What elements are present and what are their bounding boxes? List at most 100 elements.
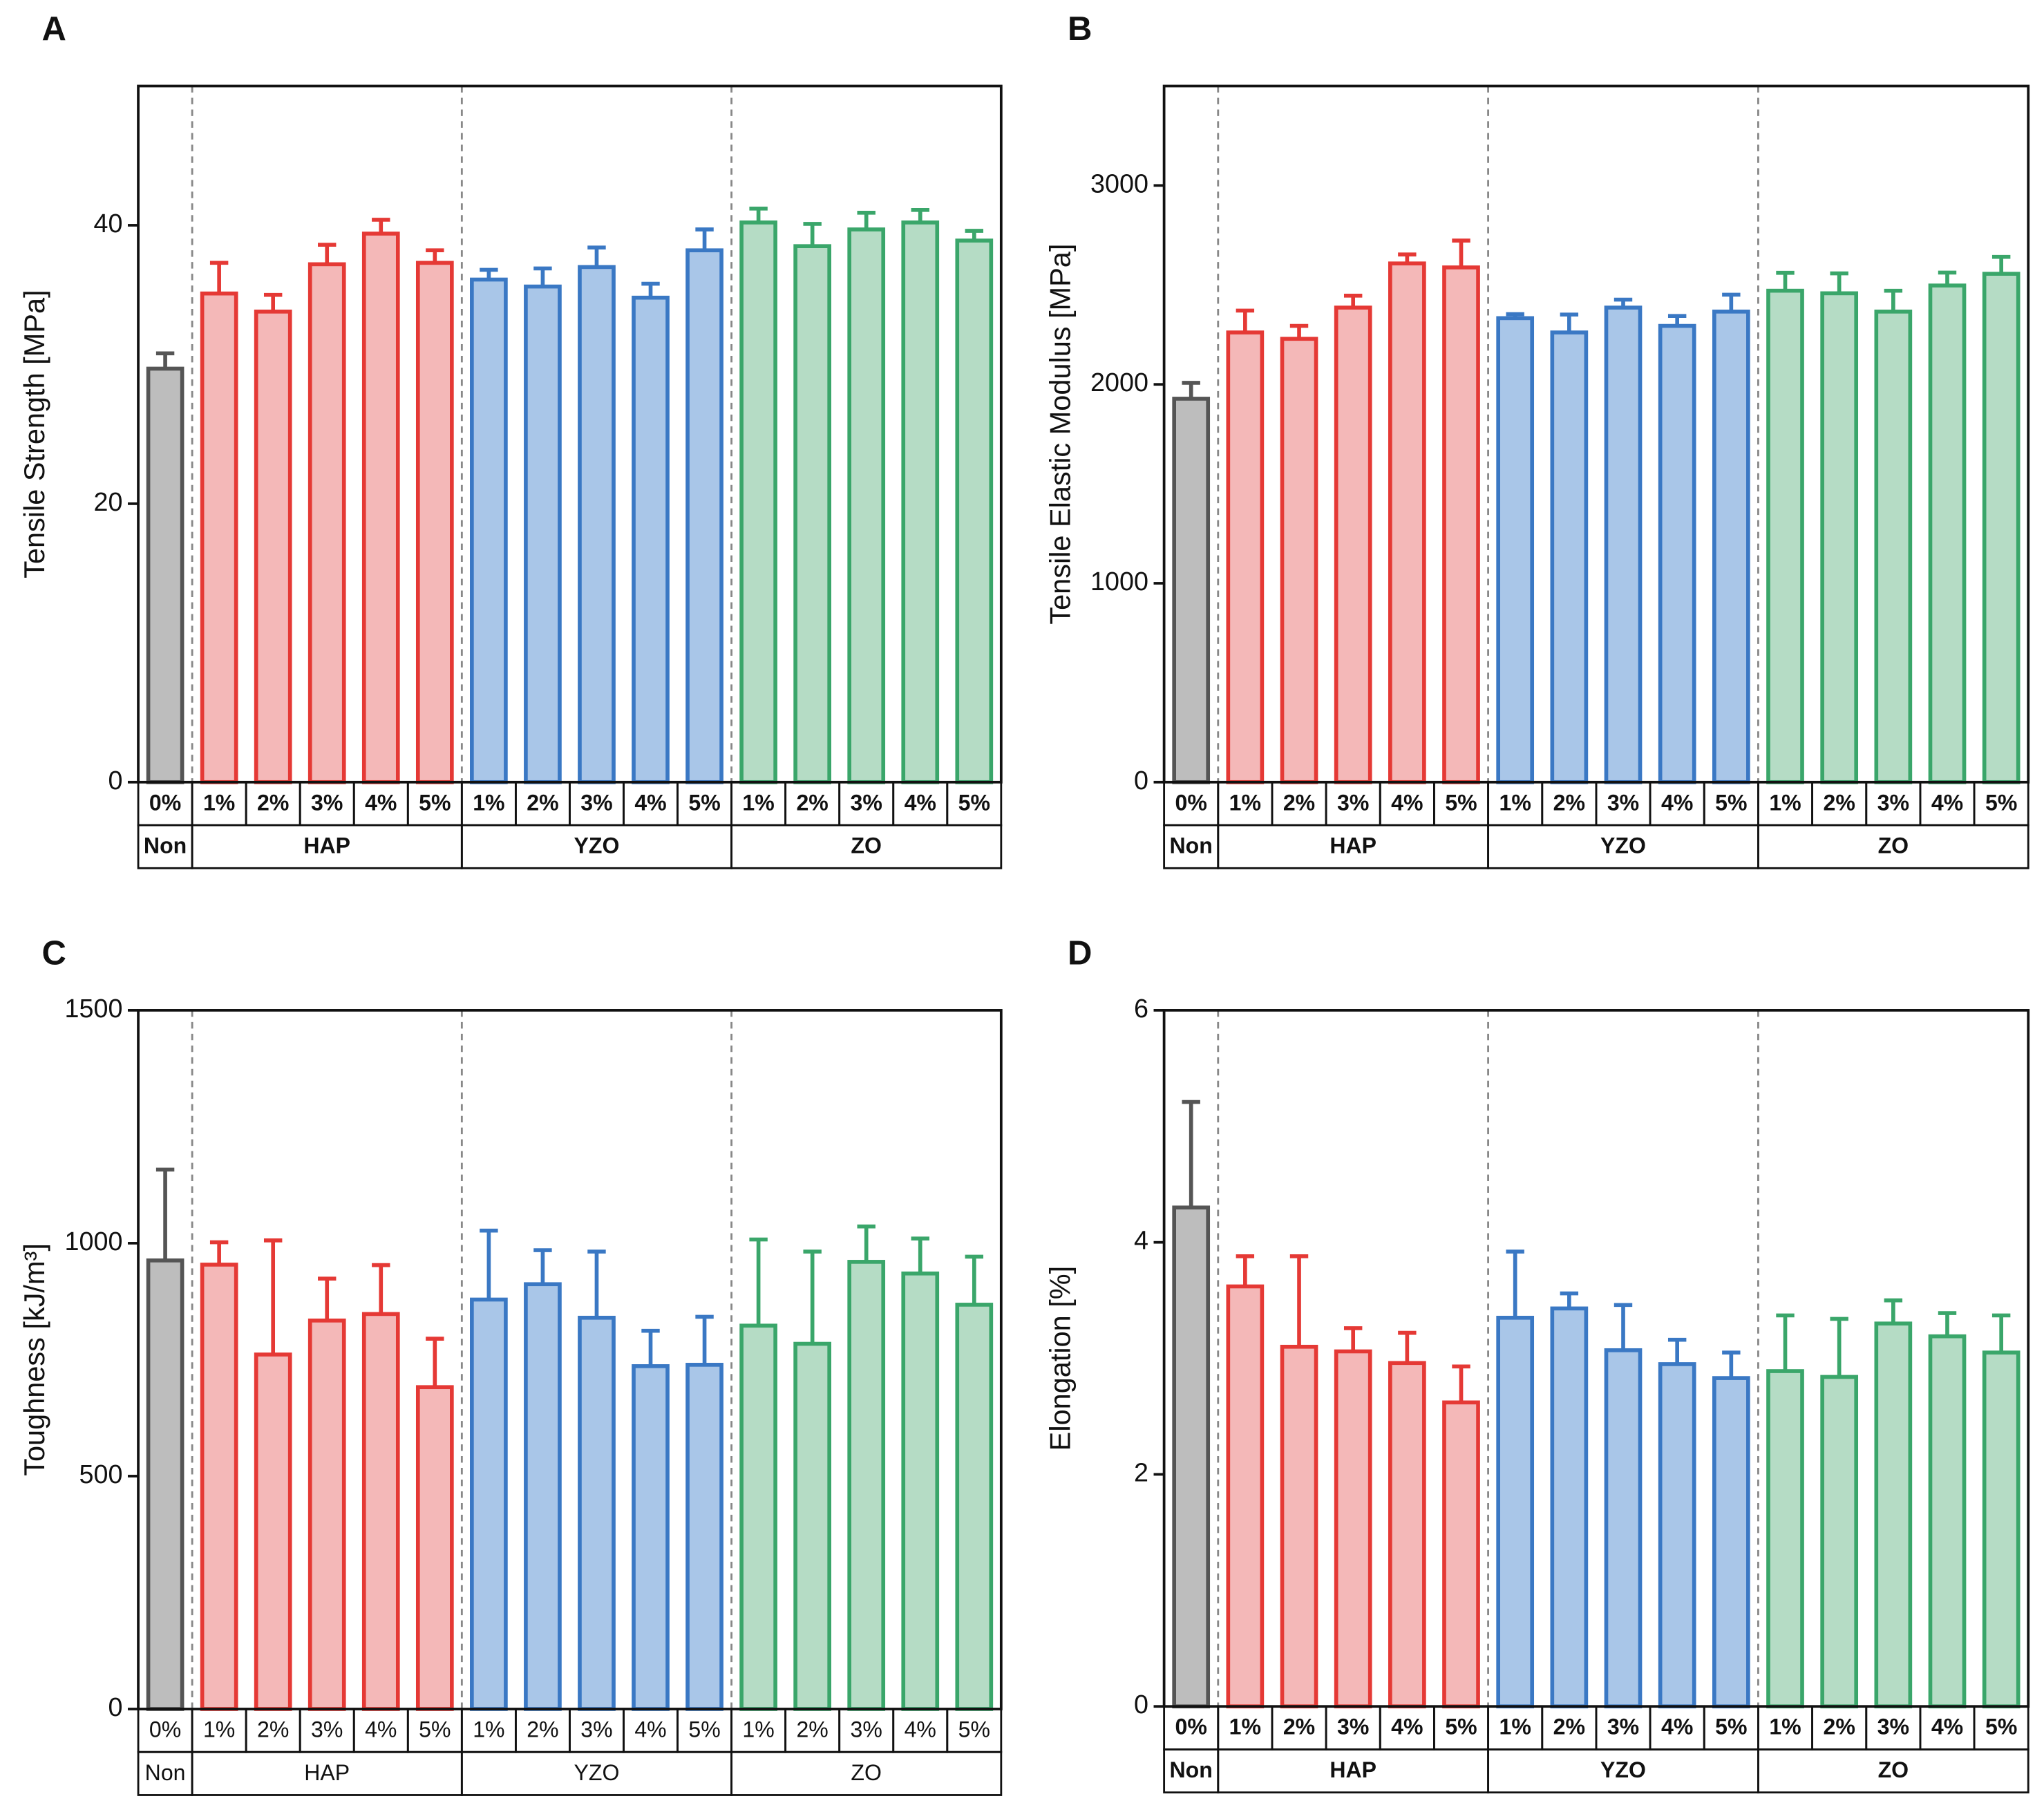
category-label: 5% (1985, 790, 2017, 815)
group-cell (730, 1750, 1003, 1796)
bar (200, 1263, 238, 1711)
bar (1874, 1321, 1913, 1709)
group-cell (730, 824, 1003, 869)
bar (1496, 1315, 1535, 1709)
y-axis-label: Toughness [kJ/m³] (18, 1243, 50, 1476)
bar (1388, 261, 1426, 784)
category-label: 3% (851, 790, 882, 815)
group-label: Non (1170, 833, 1213, 858)
y-tick-label: 0 (1134, 1690, 1148, 1719)
bar (955, 238, 994, 784)
category-label: 2% (796, 1717, 828, 1742)
category-label: 2% (796, 790, 828, 815)
y-tick-label: 2000 (1090, 368, 1148, 397)
bar (793, 1341, 832, 1711)
bar (685, 248, 723, 784)
category-label: 4% (905, 1717, 936, 1742)
group-label: YZO (574, 1760, 620, 1785)
bar (146, 366, 184, 784)
bar (1388, 1361, 1426, 1709)
bar (632, 1364, 670, 1711)
category-label: 4% (1391, 1715, 1423, 1739)
y-tick-label: 0 (1134, 766, 1148, 795)
category-label: 0% (1175, 790, 1207, 815)
y-tick-label: 6 (1134, 994, 1148, 1023)
category-label: 5% (1715, 1715, 1747, 1739)
bar (1172, 397, 1211, 784)
category-label: 1% (742, 1717, 774, 1742)
category-label: 5% (958, 1717, 990, 1742)
category-label: 4% (634, 790, 666, 815)
category-label: 4% (1931, 790, 1963, 815)
bar (1982, 272, 2021, 784)
bar (1766, 1369, 1804, 1709)
bar (1928, 283, 1967, 784)
bar (578, 1315, 616, 1711)
bar (1712, 1376, 1750, 1709)
bar (1604, 1348, 1643, 1709)
group-label: HAP (303, 833, 350, 858)
category-label: 4% (634, 1717, 666, 1742)
y-tick-label: 3000 (1090, 169, 1148, 198)
group-label: ZO (851, 833, 882, 858)
category-label: 2% (1824, 790, 1855, 815)
bar (1820, 1375, 1859, 1709)
panel-label: C (41, 935, 66, 972)
category-label: 4% (1931, 1715, 1963, 1739)
bar (361, 232, 400, 784)
category-label: 2% (257, 1717, 289, 1742)
group-label: HAP (1329, 833, 1376, 858)
group-cell (1757, 824, 2029, 869)
plot-frame (137, 84, 1003, 784)
category-label: 2% (527, 1717, 558, 1742)
category-label: 3% (311, 790, 343, 815)
bar (307, 262, 346, 784)
category-label: 1% (1229, 790, 1261, 815)
y-tick-label: 1500 (65, 994, 123, 1023)
category-label: 3% (851, 1717, 882, 1742)
category-label: 5% (1445, 790, 1477, 815)
bar (1280, 337, 1318, 784)
category-label: 3% (1877, 1715, 1909, 1739)
bar (793, 244, 832, 784)
category-label: 4% (1661, 1715, 1693, 1739)
category-label: 2% (257, 790, 289, 815)
category-label: 1% (1229, 1715, 1261, 1739)
bar (578, 265, 616, 784)
plot-frame (137, 1009, 1003, 1710)
bar (632, 295, 670, 784)
bar (1442, 265, 1480, 784)
category-label: 1% (203, 790, 235, 815)
bar (1550, 1306, 1589, 1709)
category-label: 2% (527, 790, 558, 815)
y-tick-label: 4 (1134, 1226, 1148, 1255)
category-label: 5% (1445, 1715, 1477, 1739)
y-tick-label: 2 (1134, 1457, 1148, 1487)
bar (739, 220, 777, 784)
category-label: 3% (1337, 790, 1369, 815)
bar (307, 1318, 346, 1711)
y-tick-label: 1000 (1090, 567, 1148, 596)
category-label: 3% (1337, 1715, 1369, 1739)
category-label: 5% (419, 790, 451, 815)
category-label: 1% (1769, 790, 1801, 815)
bar (1658, 323, 1696, 784)
bar (1172, 1205, 1211, 1709)
category-label: 3% (1607, 790, 1639, 815)
group-label: Non (145, 1760, 186, 1785)
category-label: 4% (1391, 790, 1423, 815)
bar (901, 1271, 940, 1711)
category-label: 0% (149, 1717, 181, 1742)
category-label: 3% (580, 1717, 612, 1742)
category-label: 5% (688, 790, 720, 815)
bar (1550, 330, 1589, 784)
bar (1982, 1350, 2021, 1709)
bar (1604, 305, 1643, 784)
bar (901, 220, 940, 784)
plot-frame (1162, 84, 2030, 784)
bar (847, 1260, 886, 1711)
category-label: 1% (742, 790, 774, 815)
category-label: 4% (365, 1717, 397, 1742)
group-label: HAP (304, 1760, 350, 1785)
group-label: ZO (1878, 833, 1909, 858)
